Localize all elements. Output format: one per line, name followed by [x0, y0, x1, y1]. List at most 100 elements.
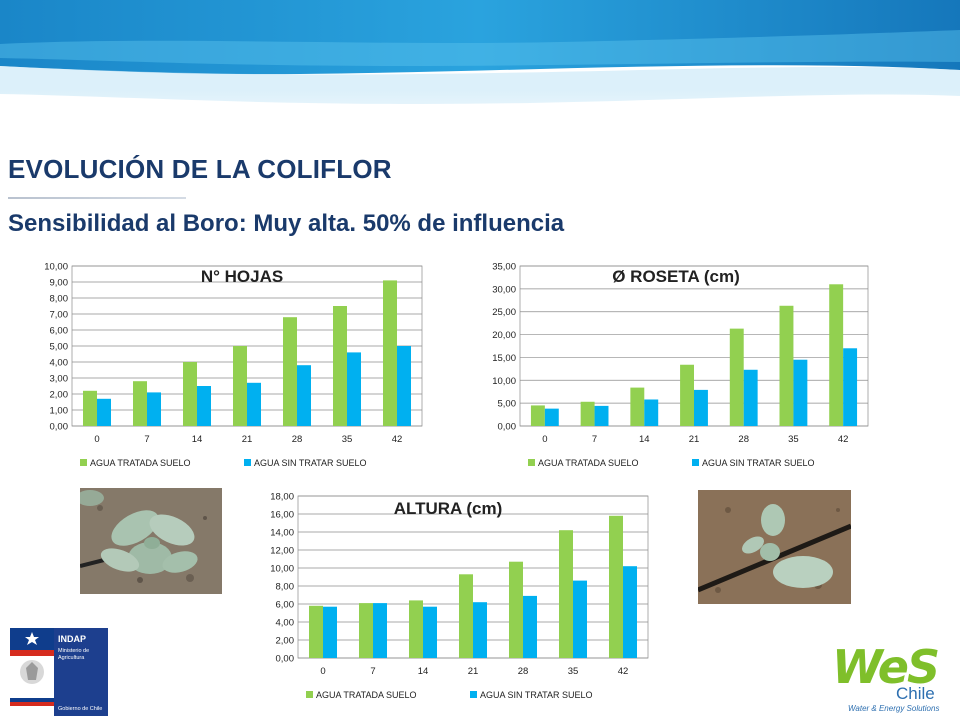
y-tick-label: 9,00: [50, 278, 69, 289]
x-tick-label: 7: [592, 434, 597, 445]
y-tick-label: 25,00: [492, 307, 516, 318]
bar: [559, 530, 573, 658]
y-tick-label: 5,00: [50, 342, 69, 353]
page-subtitle: Sensibilidad al Boro: Muy alta. 50% de i…: [8, 210, 565, 237]
y-tick-label: 10,00: [270, 564, 294, 575]
bar: [729, 328, 744, 426]
legend-swatch: [470, 691, 477, 698]
bar: [383, 280, 397, 426]
x-tick-label: 21: [468, 666, 479, 677]
y-tick-label: 30,00: [492, 284, 516, 295]
x-tick-label: 7: [144, 434, 149, 445]
wes-tagline: Water & Energy Solutions: [848, 704, 940, 713]
x-tick-label: 7: [370, 666, 375, 677]
legend-label: AGUA TRATADA SUELO: [538, 458, 639, 468]
bar: [509, 561, 523, 658]
bar: [197, 386, 211, 426]
bar: [743, 369, 758, 426]
y-tick-label: 16,00: [270, 510, 294, 521]
bar: [609, 515, 623, 658]
y-tick-label: 4,00: [276, 618, 295, 629]
x-tick-label: 21: [689, 434, 700, 445]
legend-swatch: [528, 459, 535, 466]
bar: [523, 595, 537, 658]
bar: [359, 603, 373, 658]
y-tick-label: 8,00: [276, 582, 295, 593]
y-tick-label: 18,00: [270, 492, 294, 503]
bar: [183, 362, 197, 426]
legend-label: AGUA SIN TRATAR SUELO: [480, 690, 593, 700]
legend-swatch: [306, 691, 313, 698]
y-tick-label: 14,00: [270, 528, 294, 539]
y-tick-label: 0,00: [276, 654, 295, 665]
x-tick-label: 0: [94, 434, 99, 445]
plant-photo-right: [698, 490, 851, 604]
x-tick-label: 14: [192, 434, 203, 445]
bar: [530, 405, 545, 426]
y-tick-label: 0,00: [498, 422, 517, 433]
bar: [347, 352, 361, 426]
ministerio-label: Ministerio de: [58, 648, 89, 654]
chart-n-hojas: 0,00 1,00 2,00 3,00 4,00 5,00 6,00 7,00 8,00 9,00…: [32, 258, 428, 484]
bar: [793, 359, 808, 426]
chart-svg: 0,00 5,00 10,00 15,00 20,00 25,00 30,00 35,00 0 7…: [492, 262, 869, 468]
bar: [147, 392, 161, 426]
bar: [459, 574, 473, 658]
x-tick-label: 14: [639, 434, 650, 445]
indap-logo: INDAP Ministerio de Agricultura Gobierno…: [10, 628, 108, 716]
y-tick-label: 6,00: [276, 600, 295, 611]
y-tick-label: 7,00: [50, 310, 69, 321]
x-tick-label: 42: [392, 434, 403, 445]
legend-swatch: [80, 459, 87, 466]
bar: [409, 600, 423, 658]
y-tick-label: 10,00: [44, 262, 68, 273]
chart-svg: 0,00 2,00 4,00 6,00 8,00 10,00 12,00 14,00 16,00…: [270, 492, 649, 700]
bar: [133, 381, 147, 426]
x-tick-label: 0: [542, 434, 547, 445]
bar: [630, 387, 645, 426]
y-tick-label: 10,00: [492, 376, 516, 387]
legend-label: AGUA TRATADA SUELO: [316, 690, 417, 700]
y-tick-label: 15,00: [492, 353, 516, 364]
y-tick-label: 8,00: [50, 294, 69, 305]
bar: [323, 606, 337, 658]
x-tick-label: 21: [242, 434, 253, 445]
wes-chile-logo: WeS Chile Water & Energy Solutions: [828, 640, 956, 716]
bar: [373, 603, 387, 658]
page-title: EVOLUCIÓN DE LA COLIFLOR: [8, 154, 392, 184]
y-tick-label: 4,00: [50, 358, 69, 369]
plant-photo-left: [80, 488, 222, 594]
gobierno-label: Gobierno de Chile: [58, 706, 102, 712]
y-tick-label: 1,00: [50, 406, 69, 417]
x-tick-label: 0: [320, 666, 325, 677]
y-tick-label: 2,00: [276, 636, 295, 647]
bar: [694, 389, 708, 426]
bar: [333, 306, 347, 426]
bar: [97, 398, 111, 426]
bar: [233, 346, 247, 426]
legend-label: AGUA TRATADA SUELO: [90, 458, 191, 468]
legend-swatch: [692, 459, 699, 466]
y-tick-label: 0,00: [50, 422, 69, 433]
y-tick-label: 6,00: [50, 326, 69, 337]
bar: [397, 346, 411, 426]
x-tick-label: 35: [788, 434, 799, 445]
chart-altura: 0,00 2,00 4,00 6,00 8,00 10,00 12,00 14,00 16,00…: [258, 488, 654, 716]
bar: [829, 284, 844, 426]
header-banner: [0, 0, 960, 150]
indap-label: INDAP: [58, 634, 86, 644]
y-tick-label: 5,00: [498, 399, 517, 410]
wes-chile-label: Chile: [896, 684, 935, 703]
chart-roseta: 0,00 5,00 10,00 15,00 20,00 25,00 30,00 35,00 0 7…: [478, 258, 874, 484]
x-tick-label: 14: [418, 666, 429, 677]
y-tick-label: 35,00: [492, 262, 516, 273]
bar: [843, 348, 858, 426]
agricultura-label: Agricultura: [58, 655, 85, 661]
chart-title: N° HOJAS: [201, 267, 283, 286]
x-tick-label: 28: [738, 434, 749, 445]
bar: [283, 317, 297, 426]
bar: [623, 566, 637, 658]
chart-title: Ø ROSETA (cm): [612, 267, 740, 286]
legend-swatch: [244, 459, 251, 466]
title-underline: [8, 197, 186, 199]
